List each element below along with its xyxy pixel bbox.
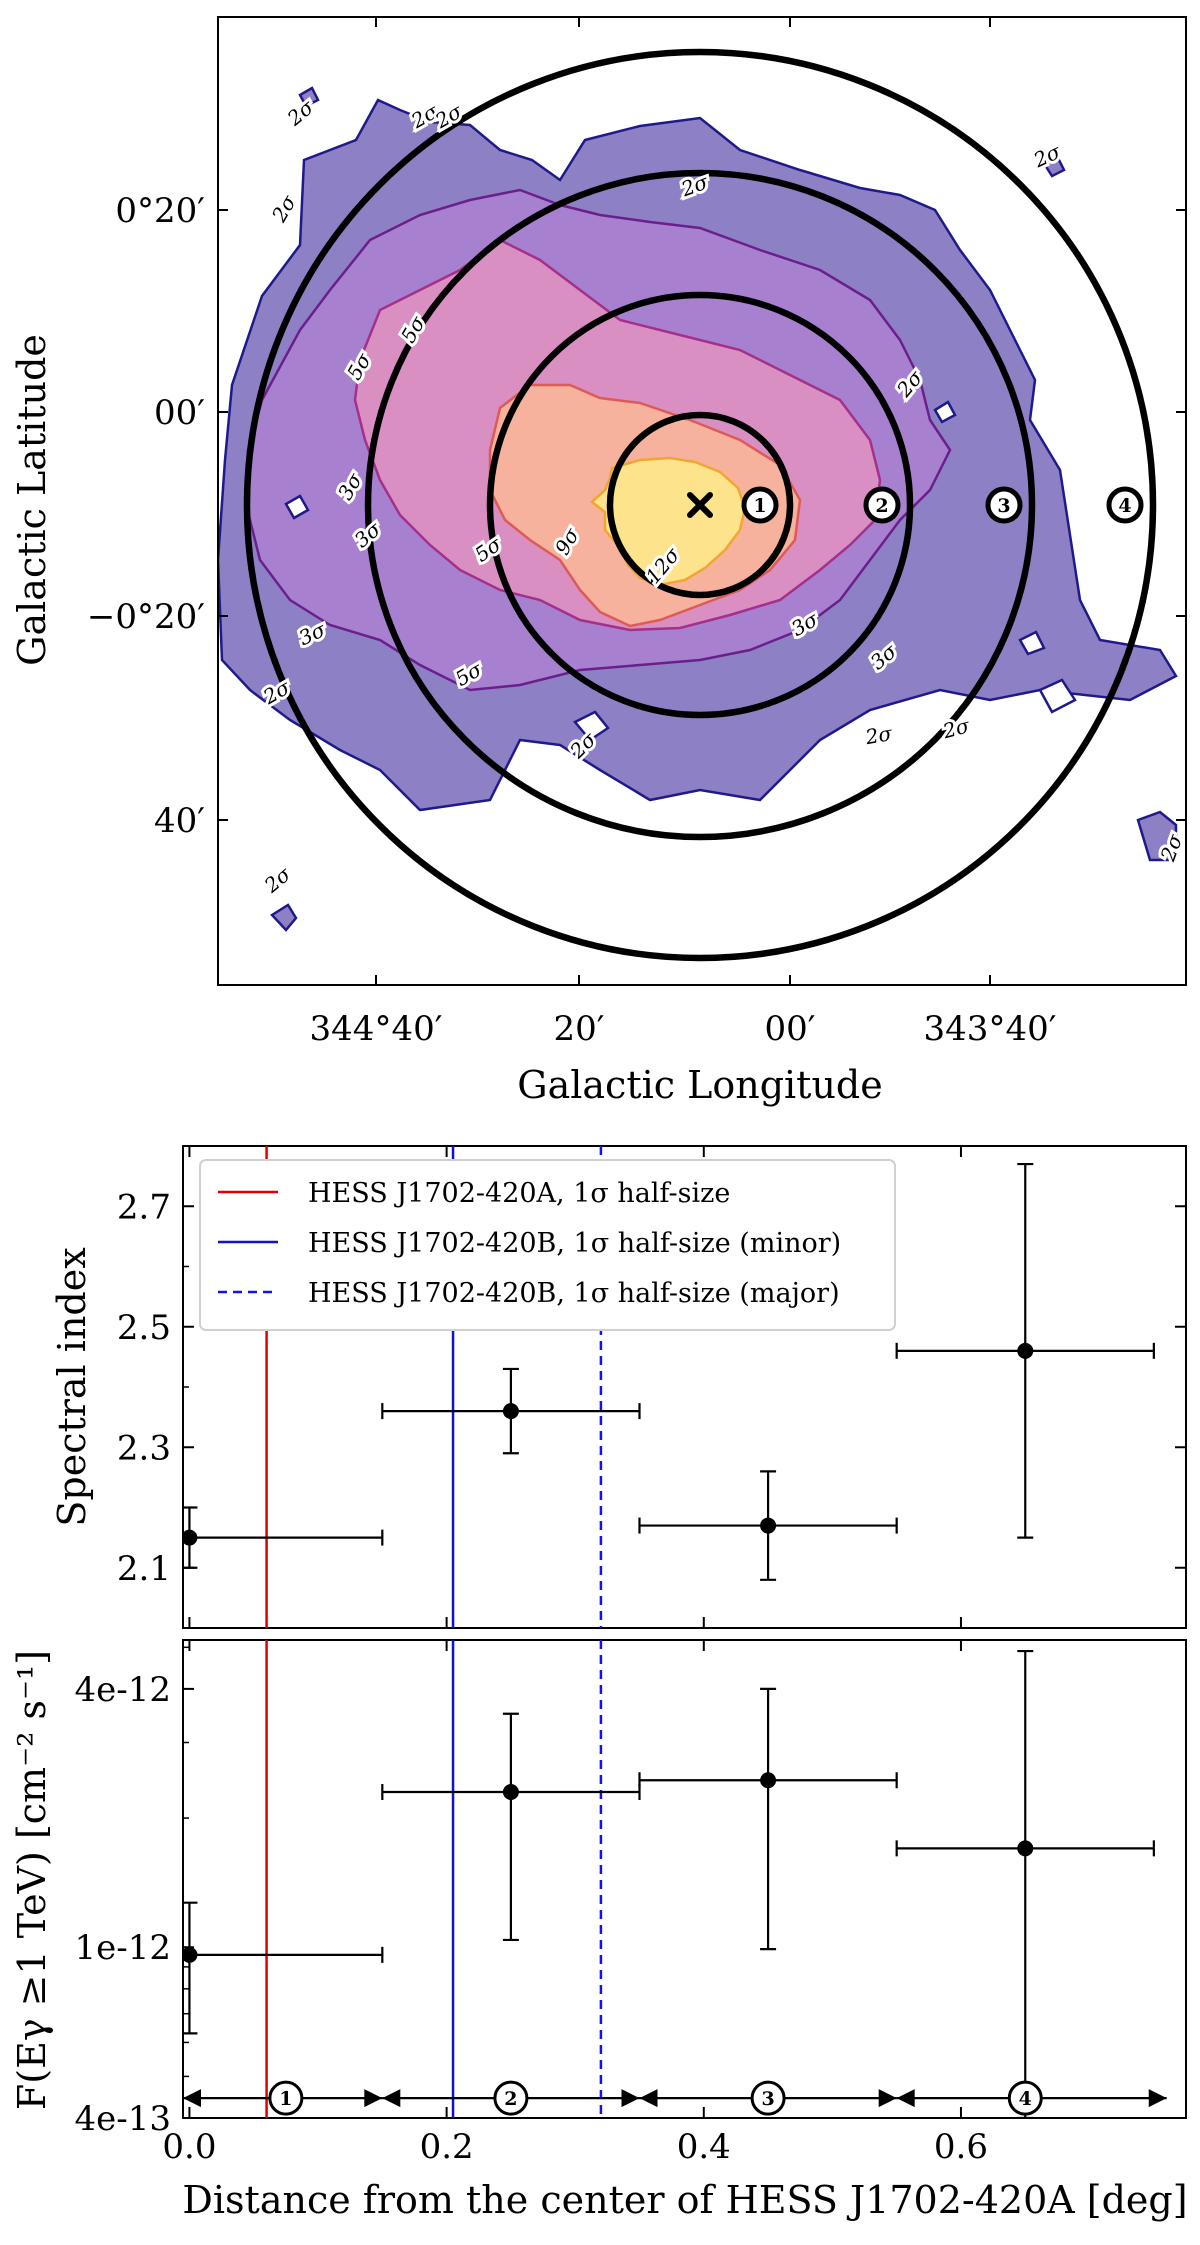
contour-hole <box>933 400 957 424</box>
map-region-labels: 1 2 3 4 <box>741 486 1144 524</box>
map-xtick-label: 343°40′ <box>924 1009 1057 1049</box>
annulus-ring-4 <box>243 48 1157 962</box>
panel1-ylabel: Spectral index <box>50 1247 94 1526</box>
panel-flux: 1 2 3 4 0.0 0.2 0.4 0.6 4e-12 1e-12 4e-13 F(Eγ ≥1… <box>10 1639 1188 2222</box>
contour-hole <box>573 710 610 742</box>
region-label-circle <box>1007 2080 1043 2116</box>
map-region-number: 2 <box>875 495 888 517</box>
region-label-number: 3 <box>761 2088 774 2110</box>
map-xtick-label: 344°40′ <box>310 1009 443 1049</box>
map-ytick-label: 0°20′ <box>115 191 205 231</box>
map-region-number: 4 <box>1118 495 1131 517</box>
map-ticks <box>218 17 1186 985</box>
map-ytick-label: −0°20′ <box>87 597 205 637</box>
map-ytick-label: 00′ <box>154 393 205 433</box>
map-xlabel: Galactic Longitude <box>517 1063 883 1107</box>
panel1-ytick-label: 2.3 <box>117 1428 171 1468</box>
map-region-number: 1 <box>753 495 766 517</box>
map-region-circle <box>863 486 901 524</box>
map-region-circle <box>985 486 1023 524</box>
panel2-data-point <box>183 1946 198 1963</box>
contour-island <box>1136 810 1178 862</box>
panel2-ticks: 0.0 0.2 0.4 0.6 4e-12 1e-12 4e-13 <box>74 1640 988 2167</box>
annuli <box>243 48 1157 962</box>
panel2-data-point <box>760 1772 777 1789</box>
panel2-xtick-label: 0.2 <box>420 2127 474 2167</box>
contour-label: 2σ <box>863 721 895 750</box>
region-label-number: 2 <box>504 2088 517 2110</box>
center-x-marker <box>687 492 713 518</box>
panel2-frame <box>182 1639 1187 2119</box>
map-ylabel: Galactic Latitude <box>10 334 54 666</box>
region-label-number: 1 <box>279 2088 292 2110</box>
panel2-data-point <box>502 1784 519 1801</box>
map-region-circle <box>1106 486 1144 524</box>
contour-label: 2σ <box>939 713 973 744</box>
map-ytick-label: 40′ <box>154 801 205 841</box>
contour-hole <box>1038 678 1077 714</box>
panel2-vlines <box>265 1640 603 2118</box>
panel2-xtick-label: 0.6 <box>934 2127 988 2167</box>
contour-island <box>1043 156 1066 178</box>
panel2-ytick-label: 4e-12 <box>74 1670 171 1710</box>
region-arrow-head-left <box>896 2089 915 2108</box>
panel1-data-point <box>1017 1342 1034 1359</box>
region-label-circle <box>750 2080 786 2116</box>
map-frame <box>217 16 1187 986</box>
panel1-ytick-label: 2.5 <box>117 1308 171 1348</box>
contour-12sigma <box>590 456 747 587</box>
panel2-xtick-label: 0.4 <box>677 2127 731 2167</box>
legend-box <box>199 1159 896 1331</box>
map-xtick-label: 20′ <box>554 1009 605 1049</box>
map-region-circle <box>741 486 779 524</box>
panel2-xlabel: Distance from the center of HESS J1702-4… <box>182 2178 1187 2222</box>
region-arrow-head-left <box>183 2089 201 2108</box>
map-region-number: 3 <box>997 495 1010 517</box>
panel2-points <box>183 1649 1155 2118</box>
panel-spectral-index: 2.1 2.3 2.5 2.7 Spectral index HESS J1702-4… <box>50 1145 1187 1629</box>
contour-hole <box>284 494 310 520</box>
region-label-number: 4 <box>1019 2088 1032 2110</box>
legend-label-b-major: HESS J1702-420B, 1σ half-size (major) <box>308 1278 840 1309</box>
region-arrows: 1 2 3 4 <box>183 2080 1167 2116</box>
panel1-data-point <box>760 1517 777 1534</box>
panel1-ytick-label: 2.7 <box>117 1187 171 1227</box>
contour-hole <box>1018 630 1046 656</box>
region-arrow-head-right <box>878 2089 897 2108</box>
annulus-ring-1 <box>606 411 794 599</box>
panel2-xtick-label: 0.0 <box>162 2127 216 2167</box>
contour-label: 2σ <box>266 190 301 227</box>
panel2-ytick-label: 1e-12 <box>74 1928 171 1968</box>
panel2-ytick-label: 4e-13 <box>74 2099 171 2139</box>
contour-island <box>298 86 320 108</box>
contour-island <box>270 903 298 932</box>
panel1-points <box>183 1162 1155 1581</box>
annulus-ring-3 <box>364 169 1036 841</box>
legend: HESS J1702-420A, 1σ half-size HESS J1702… <box>199 1159 896 1331</box>
annulus-ring-2 <box>486 291 914 719</box>
panel1-ytick-label: 2.1 <box>117 1549 171 1589</box>
region-arrow-head-left <box>382 2089 401 2108</box>
panel2-ylabel: F(Eγ ≥1 TeV) [cm⁻² s⁻¹] <box>10 1650 54 2110</box>
panel1-data-point <box>502 1403 519 1420</box>
panel1-data-point <box>183 1529 198 1546</box>
legend-label-b-minor: HESS J1702-420B, 1σ half-size (minor) <box>308 1228 841 1259</box>
legend-label-a: HESS J1702-420A, 1σ half-size <box>308 1178 730 1209</box>
region-label-circle <box>268 2080 304 2116</box>
region-arrow-head-left <box>639 2089 658 2108</box>
region-arrow-head-right <box>621 2089 640 2108</box>
region-arrow-head-right <box>364 2089 383 2108</box>
map-xtick-label: 00′ <box>765 1009 816 1049</box>
region-label-circle <box>493 2080 529 2116</box>
panel2-data-point <box>1017 1840 1034 1857</box>
contour-label: 2σ <box>259 861 296 898</box>
region-arrow-head-right <box>1148 2089 1167 2108</box>
panel1-ticks: 2.1 2.3 2.5 2.7 <box>117 1145 1186 1629</box>
